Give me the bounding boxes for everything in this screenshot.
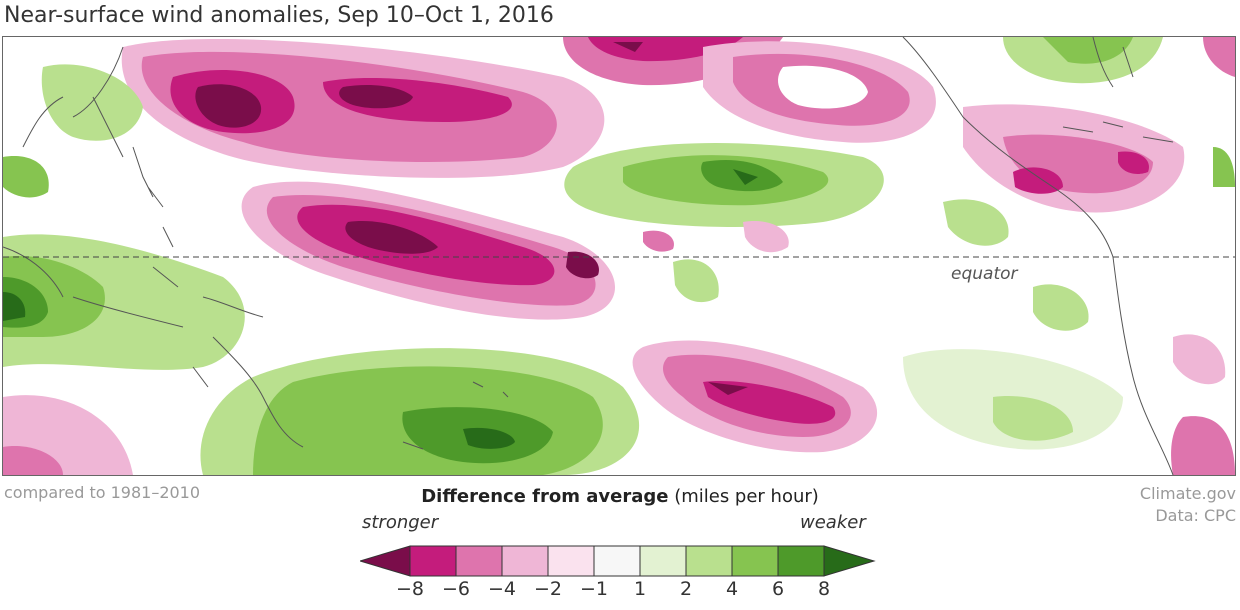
legend-weaker-label: weaker bbox=[800, 512, 866, 533]
anomaly-equatorial-strong bbox=[241, 181, 616, 320]
land-outlines bbox=[3, 37, 1174, 475]
legend-tick-label: 6 bbox=[771, 578, 785, 600]
anomaly-northeast-pacific bbox=[703, 41, 936, 143]
legend-swatch bbox=[455, 545, 503, 577]
color-scale-bar bbox=[358, 544, 880, 582]
credit-line: Climate.gov bbox=[1139, 484, 1236, 503]
legend-swatch bbox=[593, 545, 641, 577]
legend-swatch-arrow-right bbox=[823, 545, 876, 577]
legend-swatch bbox=[639, 545, 687, 577]
legend-tick-label: −6 bbox=[441, 578, 471, 600]
legend-tick-label: −8 bbox=[395, 578, 425, 600]
legend-tick-label: 4 bbox=[725, 578, 739, 600]
legend-tick-label: −2 bbox=[533, 578, 563, 600]
anomaly-southwest-pacific-weak bbox=[200, 348, 640, 475]
legend-title: Difference from average (miles per hour) bbox=[0, 486, 1240, 507]
anomaly-central-pacific-weak bbox=[564, 143, 884, 227]
anomaly-east-pacific-light bbox=[3, 37, 1235, 475]
anomaly-southeast-pacific-strong bbox=[632, 340, 878, 453]
baseline-note: compared to 1981–2010 bbox=[4, 483, 201, 502]
legend-tick-label: 8 bbox=[817, 578, 831, 600]
anomaly-maritime-continent bbox=[3, 234, 245, 475]
anomaly-north-pacific-strong bbox=[121, 38, 605, 178]
map-title: Near-surface wind anomalies, Sep 10–Oct … bbox=[4, 3, 554, 28]
legend-swatch bbox=[409, 545, 457, 577]
credits: Climate.gov Data: CPC bbox=[1140, 483, 1236, 527]
legend-title-main: Difference from average bbox=[421, 486, 669, 507]
legend-swatch-arrow-left bbox=[358, 545, 411, 577]
legend-swatch bbox=[777, 545, 825, 577]
legend-title-unit: (miles per hour) bbox=[674, 486, 819, 507]
legend-swatch bbox=[501, 545, 549, 577]
wind-anomaly-map: equator bbox=[2, 36, 1236, 476]
data-source: Data: CPC bbox=[1155, 506, 1236, 525]
legend-tick-label: −4 bbox=[487, 578, 517, 600]
equator-label: equator bbox=[951, 264, 1019, 284]
legend-tick-label: 2 bbox=[679, 578, 693, 600]
legend-swatch bbox=[685, 545, 733, 577]
legend-swatch bbox=[547, 545, 595, 577]
color-scale-ticks: −8 −6 −4 −2 −1 1 2 4 6 8 bbox=[0, 578, 1240, 604]
legend-tick-label: 1 bbox=[633, 578, 647, 600]
legend-stronger-label: stronger bbox=[362, 512, 439, 533]
legend-tick-label: −1 bbox=[579, 578, 609, 600]
legend-swatch bbox=[731, 545, 779, 577]
